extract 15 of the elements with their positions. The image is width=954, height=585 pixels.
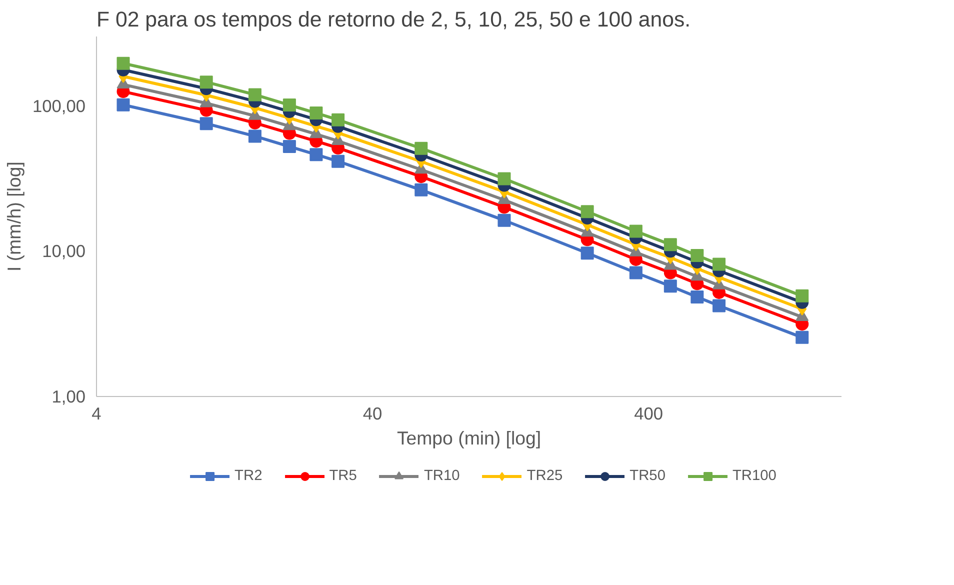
y-tick-label: 10,00 <box>42 241 86 262</box>
y-tick-label: 1,00 <box>52 386 86 406</box>
legend-label: TR100 <box>732 468 776 484</box>
chart-title: F 02 para os tempos de retorno de 2, 5, 10, 25, 50 e 100 anos. <box>96 8 691 32</box>
y-axis-title: I (mm/h) [log] <box>4 162 24 272</box>
legend-label: TR5 <box>329 468 357 484</box>
x-tick-label: 4 <box>92 404 102 424</box>
legend-label: TR25 <box>526 468 563 484</box>
legend-label: TR10 <box>424 468 460 484</box>
legend-label: TR2 <box>234 468 262 484</box>
x-axis-title: Tempo (min) [log] <box>396 428 542 448</box>
legend-label: TR50 <box>630 468 666 484</box>
y-tick-label: 100,00 <box>32 96 86 116</box>
x-tick-label: 400 <box>634 404 664 424</box>
x-tick-label: 40 <box>362 404 382 424</box>
